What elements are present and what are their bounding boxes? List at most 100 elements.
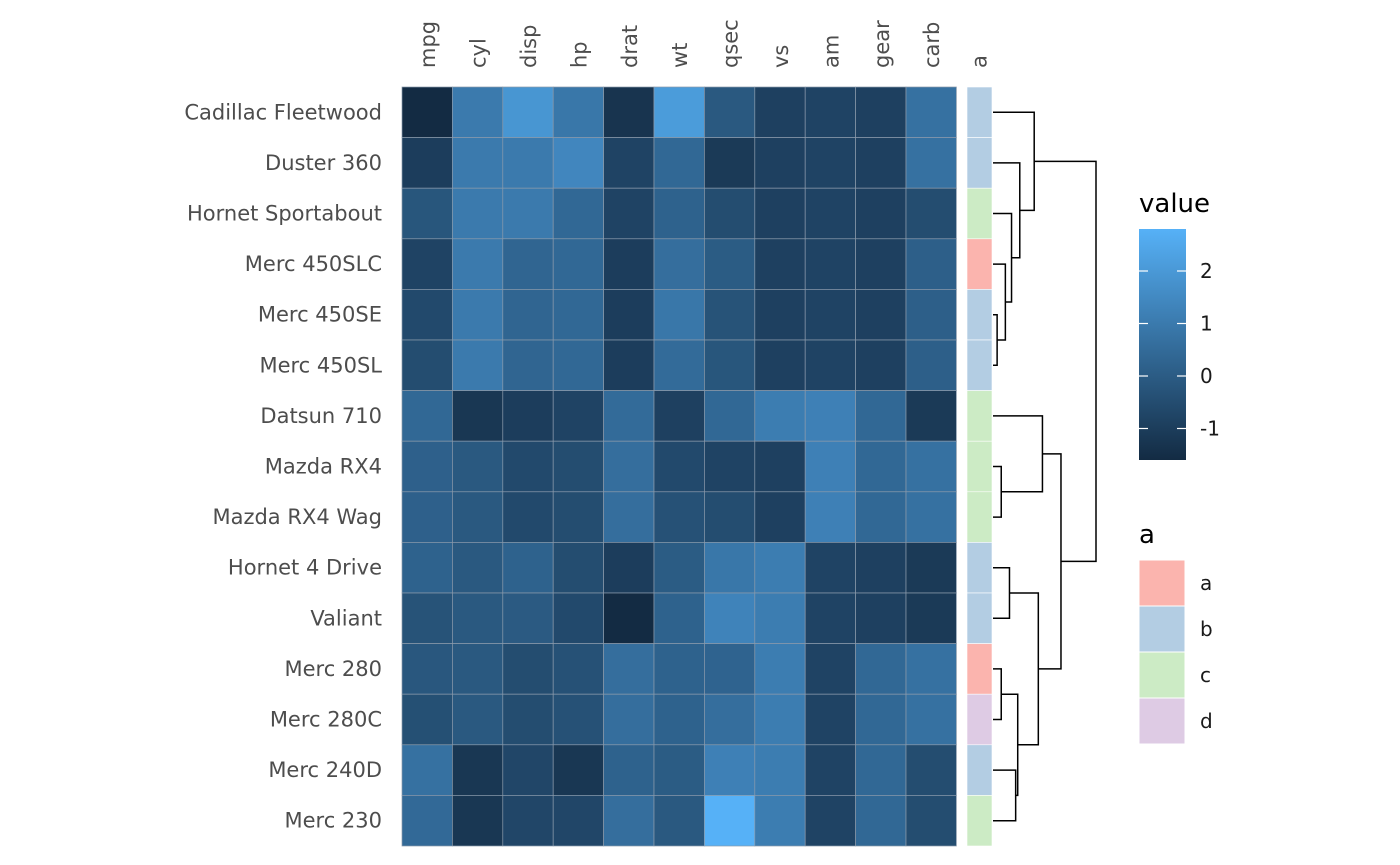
heatmap-cell: [603, 238, 655, 290]
dendrogram-branch: [993, 415, 1044, 493]
heatmap-cell: [855, 795, 907, 847]
heatmap-cell: [502, 238, 554, 290]
heatmap-cell: [754, 592, 806, 644]
heatmap-cell: [804, 187, 856, 240]
heatmap-cell: [855, 491, 907, 543]
row-label: Merc 450SE: [258, 303, 382, 327]
colorbar-legend: value 2 1 0 -1: [1139, 189, 1220, 460]
heatmap-cell: [603, 390, 655, 442]
heatmap-cell: [804, 744, 856, 796]
annotation-cell: [966, 86, 993, 138]
heatmap-cell: [855, 187, 907, 240]
heatmap-cell: [401, 744, 453, 796]
colorbar-title: value: [1139, 189, 1210, 219]
heatmap-cell: [552, 592, 604, 644]
heatmap-cell: [502, 86, 554, 138]
heatmap-cell: [653, 592, 705, 644]
heatmap-cell: [653, 137, 705, 189]
heatmap-cell: [452, 289, 504, 341]
heatmap-cell: [704, 592, 756, 644]
heatmap-cell: [804, 137, 856, 189]
heatmap-cell: [804, 289, 856, 341]
column-label: drat: [618, 25, 642, 68]
heatmap-cell: [552, 390, 604, 442]
heatmap-cell: [855, 137, 907, 189]
heatmap-cell: [502, 795, 554, 847]
heatmap-cell: [552, 137, 604, 189]
heatmap-cell: [754, 542, 806, 594]
heatmap-cell: [804, 795, 856, 847]
heatmap-cell: [552, 795, 604, 847]
row-label: Duster 360: [265, 151, 382, 175]
heatmap-cell: [653, 693, 705, 746]
column-label: mpg: [416, 21, 440, 68]
dendrogram-branch: [993, 212, 1013, 303]
heatmap-cell: [552, 86, 604, 138]
heatmap-cell: [653, 795, 705, 847]
heatmap-cell: [754, 238, 806, 290]
heatmap-cell: [704, 491, 756, 543]
column-label: am: [819, 35, 843, 68]
heatmap-cell: [552, 643, 604, 695]
dendrogram-branch: [1034, 160, 1097, 563]
annotation-cell: [966, 289, 993, 341]
heatmap-cell: [603, 795, 655, 847]
heatmap-cell: [704, 542, 756, 594]
heatmap-cell: [502, 693, 554, 746]
heatmap-cell: [804, 238, 856, 290]
heatmap-cell: [905, 187, 957, 240]
colorbar-tick-label: -1: [1200, 417, 1220, 441]
column-label: disp: [517, 25, 541, 68]
group-legend-swatch: [1138, 559, 1186, 607]
heatmap-cell: [804, 693, 856, 746]
heatmap-cell: [401, 592, 453, 644]
colorbar-gradient: [1139, 229, 1186, 460]
row-label: Mazda RX4: [265, 455, 382, 479]
heatmap-cell: [603, 542, 655, 594]
heatmap-cell: [502, 440, 554, 493]
heatmap-cell: [552, 744, 604, 796]
column-label: wt: [668, 43, 692, 68]
heatmap-cell: [653, 339, 705, 391]
row-label: Merc 450SLC: [245, 252, 382, 276]
heatmap-cell: [653, 86, 705, 138]
heatmap-cell: [754, 339, 806, 391]
heatmap-cell: [603, 491, 655, 543]
heatmap-cell: [502, 137, 554, 189]
heatmap-cell: [804, 440, 856, 493]
heatmap-cell: [754, 289, 806, 341]
heatmap-cell: [804, 491, 856, 543]
group-legend-label: c: [1200, 663, 1211, 687]
annotation-cell: [966, 238, 993, 290]
heatmap-cell: [452, 592, 504, 644]
heatmap-cell: [452, 491, 504, 543]
heatmap-cell: [905, 238, 957, 290]
annotation-title: a: [968, 55, 992, 68]
group-legend-swatch: [1138, 605, 1186, 653]
column-labels: mpg cyl disp hp drat wt qsec vs am gear carb: [416, 19, 944, 68]
heatmap-cell: [855, 744, 907, 796]
heatmap-cell: [502, 187, 554, 240]
annotation-cell: [966, 390, 993, 442]
group-legend-title: a: [1139, 520, 1155, 550]
heatmap-cell: [452, 643, 504, 695]
heatmap-cell: [502, 643, 554, 695]
annotation-cell: [966, 440, 993, 493]
dendrogram-branch: [993, 313, 998, 367]
heatmap-cell: [905, 339, 957, 391]
heatmap-cell: [754, 693, 806, 746]
heatmap-cell: [704, 390, 756, 442]
column-label: qsec: [719, 19, 743, 68]
heatmap-cell: [804, 643, 856, 695]
heatmap-cell: [905, 137, 957, 189]
row-label: Datsun 710: [260, 404, 382, 428]
dendrogram-branch: [993, 668, 1002, 721]
row-label: Merc 240D: [268, 758, 382, 782]
heatmap-cell: [855, 643, 907, 695]
annotation-cell: [966, 339, 993, 391]
heatmap-cell: [804, 592, 856, 644]
heatmap-cell: [401, 491, 453, 543]
column-label: gear: [870, 20, 894, 68]
heatmap-cell: [603, 744, 655, 796]
heatmap-cell: [552, 693, 604, 746]
